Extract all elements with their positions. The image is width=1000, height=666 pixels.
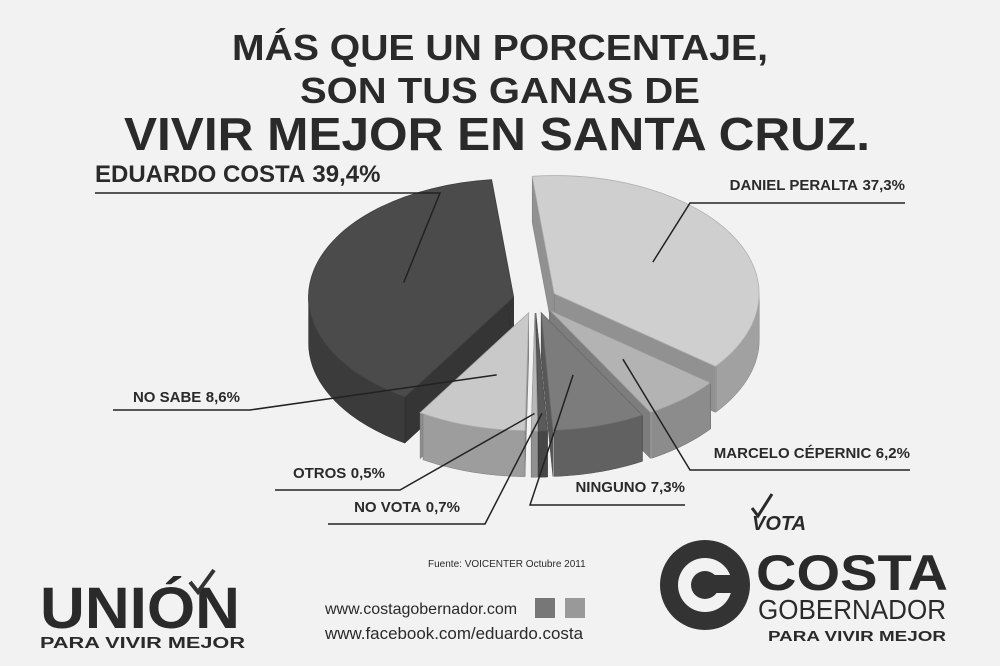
- slice-label: NO VOTA 0,7%: [354, 499, 460, 516]
- category-name: NO VOTA: [354, 499, 421, 516]
- slice-label: NO SABE 8,6%: [133, 389, 240, 406]
- slice-label: NINGUNO 7,3%: [575, 479, 685, 496]
- slice: [419, 311, 530, 432]
- slice-label: MARCELO CÉPERNIC 6,2%: [714, 445, 910, 462]
- leader-line: [113, 374, 497, 411]
- pie: [308, 175, 760, 478]
- office: GOBERNADOR: [758, 594, 946, 625]
- slice: [530, 313, 539, 432]
- candidate-tagline: PARA VIVIR MEJOR: [768, 628, 946, 645]
- slice-label: DANIEL PERALTA 37,3%: [730, 177, 905, 194]
- slice: [535, 313, 548, 432]
- value-label: 7,3%: [651, 479, 685, 496]
- value-label: 37,3%: [862, 177, 905, 194]
- leader-line: [652, 202, 905, 263]
- slice-side: [530, 430, 538, 478]
- twitter-icon: [565, 598, 585, 618]
- facebook-icon: [535, 598, 555, 618]
- slice-label: EDUARDO COSTA 39,4%: [95, 161, 380, 188]
- slice: [549, 309, 712, 414]
- facebook-url: www.facebook.com/eduardo.costa: [324, 624, 584, 643]
- title-line: VIVIR MEJOR EN SANTA CRUZ.: [124, 108, 870, 160]
- category-name: EDUARDO COSTA: [95, 161, 305, 188]
- slice: [531, 175, 760, 367]
- leader-line: [622, 358, 910, 471]
- value-label: 39,4%: [312, 161, 380, 188]
- leader-line: [328, 413, 543, 525]
- value-label: 8,6%: [206, 389, 240, 406]
- union-logo: UNIÓN: [40, 576, 240, 641]
- category-name: OTROS: [293, 465, 346, 482]
- title-line: MÁS QUE UN PORCENTAJE,: [232, 27, 768, 68]
- website: www.costagobernador.com: [324, 601, 517, 618]
- value-label: 0,5%: [351, 465, 385, 482]
- union-tagline: PARA VIVIR MEJOR: [40, 635, 246, 652]
- vote-label: VOTA: [752, 513, 806, 535]
- slice-label: OTROS 0,5%: [293, 465, 385, 482]
- leader-line: [528, 374, 685, 506]
- leader-line: [275, 412, 535, 491]
- value-label: 6,2%: [876, 445, 910, 462]
- slice: [540, 311, 644, 431]
- labels: EDUARDO COSTA 39,4% DANIEL PERALTA 37,3% MAR…: [95, 161, 910, 525]
- value-label: 0,7%: [426, 499, 460, 516]
- category-name: DANIEL PERALTA: [730, 177, 859, 194]
- logo-cut: [712, 575, 747, 593]
- source: Fuente: VOICENTER Octubre 2011: [428, 559, 586, 570]
- leader-line: [95, 192, 442, 283]
- category-name: NO SABE: [133, 389, 201, 406]
- title-line: SON TUS GANAS DE: [300, 70, 700, 111]
- category-name: NINGUNO: [575, 479, 646, 496]
- candidate-name: COSTA: [756, 545, 948, 601]
- check-icon: [750, 493, 774, 519]
- slice: [308, 179, 515, 398]
- check-icon: [188, 568, 216, 596]
- category-name: MARCELO CÉPERNIC: [714, 445, 872, 462]
